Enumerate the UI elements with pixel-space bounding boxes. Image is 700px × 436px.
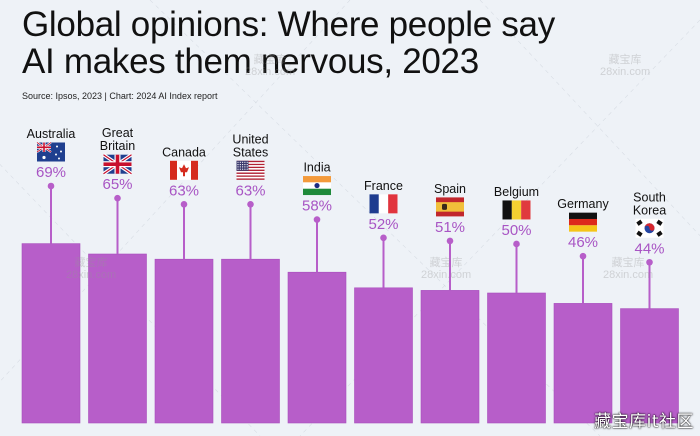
bar-dot bbox=[513, 240, 520, 248]
value-label: 44% bbox=[634, 240, 664, 257]
bar bbox=[154, 258, 214, 424]
category-label: Germany bbox=[557, 197, 609, 211]
value-label: 69% bbox=[36, 164, 66, 181]
bar-dot bbox=[313, 216, 321, 223]
bar bbox=[21, 243, 81, 424]
value-label: 50% bbox=[501, 222, 531, 239]
value-label: 51% bbox=[435, 219, 465, 236]
watermark-faint: 藏宝库 28xin.com bbox=[603, 257, 654, 281]
category-label: Belgium bbox=[494, 185, 539, 199]
india-flag bbox=[303, 176, 331, 196]
title-line-1: Global opinions: Where people say bbox=[22, 5, 555, 44]
category-label: Great bbox=[102, 126, 134, 140]
watermark-faint: 藏宝库 28xin.com bbox=[66, 257, 117, 281]
canada-flag bbox=[170, 160, 198, 180]
watermark-corner: 藏宝库it社区 bbox=[594, 412, 694, 432]
value-label: 65% bbox=[102, 176, 132, 193]
bar bbox=[553, 303, 613, 424]
category-label: United bbox=[232, 132, 268, 146]
bar-group: 46% Germany bbox=[553, 197, 613, 424]
bar-dot bbox=[646, 258, 653, 266]
bar-group: 52% France bbox=[354, 179, 413, 424]
title-line-2: AI makes them nervous, 2023 bbox=[22, 42, 479, 81]
background-line bbox=[0, 0, 351, 382]
watermark-faint: 藏宝库 28xin.com bbox=[245, 54, 296, 78]
bar bbox=[620, 308, 679, 424]
australia-flag bbox=[36, 141, 65, 162]
category-label: South bbox=[633, 190, 666, 204]
bar-dot bbox=[380, 234, 387, 242]
chart-title: Global opinions: Where people say AI mak… bbox=[22, 6, 555, 80]
south-korea-flag bbox=[635, 218, 664, 238]
category-label: Korea bbox=[633, 203, 666, 217]
category-label: States bbox=[233, 145, 268, 159]
bar-dot bbox=[446, 237, 454, 245]
category-label: Britain bbox=[100, 139, 135, 153]
bar bbox=[287, 271, 347, 424]
bar bbox=[420, 290, 480, 424]
watermark-faint: 藏宝库 28xin.com bbox=[600, 54, 651, 78]
bar-group: 69% Australia bbox=[21, 127, 81, 424]
usa-flag bbox=[236, 160, 265, 180]
category-label: France bbox=[364, 179, 403, 193]
value-label: 58% bbox=[302, 198, 332, 215]
bar-group: 63% Canada bbox=[154, 145, 214, 424]
category-label: Canada bbox=[162, 145, 206, 159]
spain-flag bbox=[436, 197, 464, 217]
belgium-flag bbox=[502, 200, 531, 220]
value-label: 63% bbox=[235, 182, 265, 199]
value-label: 46% bbox=[568, 234, 598, 251]
value-label: 52% bbox=[368, 216, 398, 233]
category-label: India bbox=[303, 161, 330, 175]
bar-dot bbox=[47, 182, 55, 190]
bar-dot bbox=[180, 201, 188, 208]
uk-flag bbox=[102, 153, 133, 176]
bar-group: 51% Spain bbox=[420, 182, 480, 424]
bar-dot bbox=[579, 252, 587, 260]
category-label: Australia bbox=[27, 127, 76, 141]
germany-flag bbox=[569, 212, 597, 232]
value-label: 63% bbox=[169, 182, 199, 199]
bar-group: 58% India bbox=[287, 161, 347, 424]
bar-group: 50% Belgium bbox=[487, 185, 546, 424]
bar bbox=[221, 258, 280, 424]
bar-dot bbox=[247, 201, 254, 208]
category-label: Spain bbox=[434, 182, 466, 196]
bar bbox=[487, 292, 546, 424]
bar bbox=[354, 287, 413, 424]
france-flag bbox=[369, 194, 398, 214]
chart-source: Source: Ipsos, 2023 | Chart: 2024 AI Ind… bbox=[22, 91, 218, 101]
watermark-faint: 藏宝库 28xin.com bbox=[421, 257, 472, 281]
bar-dot bbox=[114, 194, 121, 202]
